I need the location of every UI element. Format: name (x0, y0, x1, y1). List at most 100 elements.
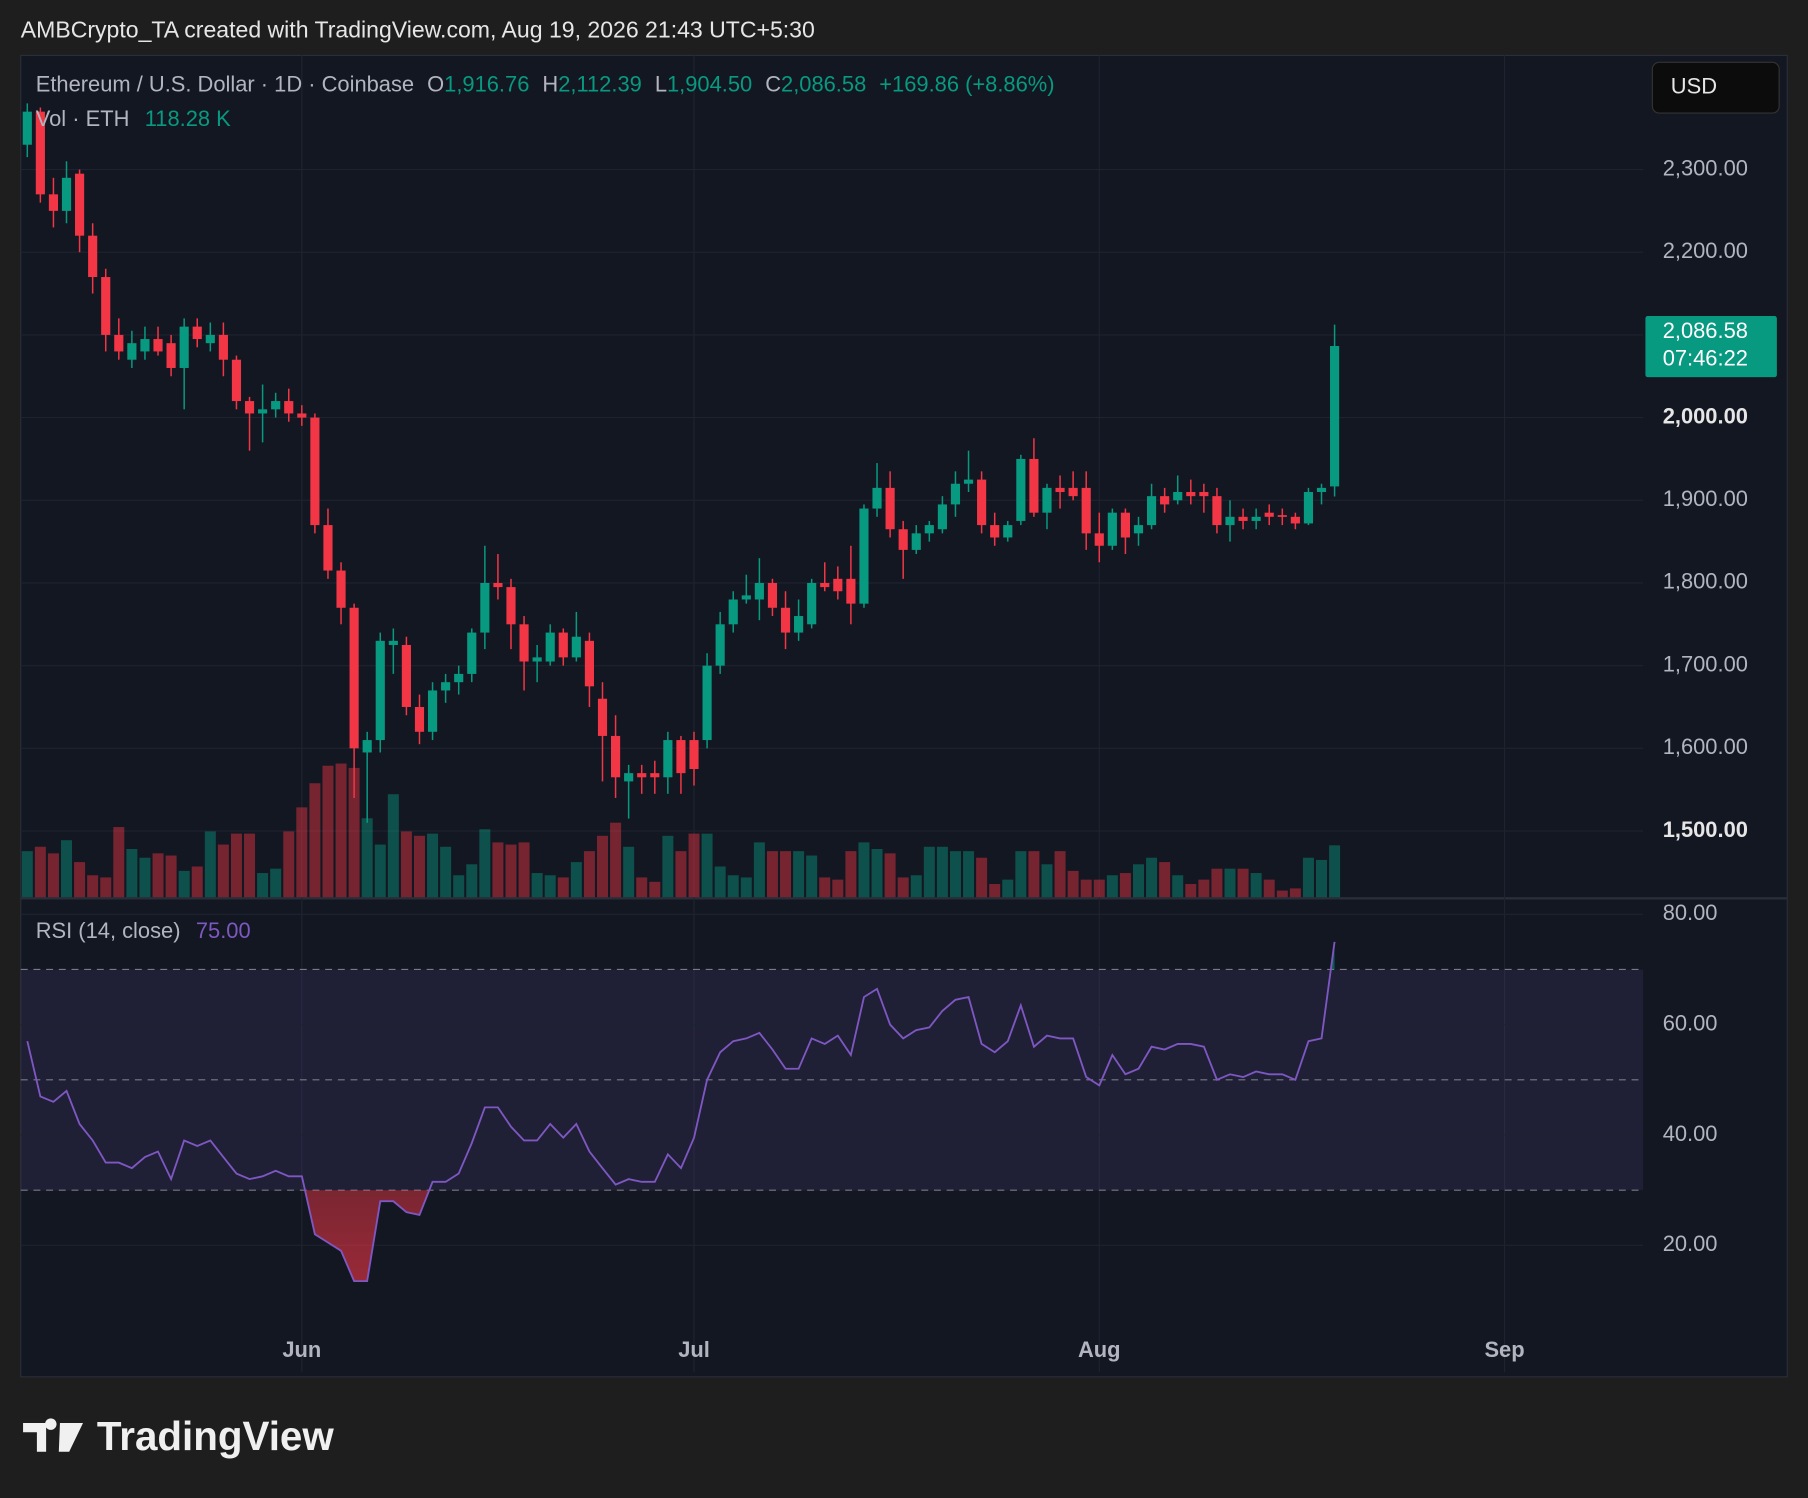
volume-bar (1002, 879, 1014, 898)
candle-body (584, 640, 595, 687)
volume-bar (623, 846, 635, 898)
candle-body (192, 326, 202, 340)
volume-bar (139, 857, 151, 898)
candle-body (807, 582, 817, 625)
candle-body (1264, 512, 1274, 517)
candle-body (950, 483, 961, 505)
volume-bar (884, 853, 896, 898)
x-tick-label: Jul (678, 1337, 710, 1362)
volume-bar (1028, 851, 1040, 898)
candle-body (1199, 492, 1209, 497)
ohlc-letter: H (542, 71, 558, 96)
candle-body (1042, 487, 1052, 513)
candle-body (676, 740, 686, 774)
ohlc-letter: O (427, 71, 444, 96)
candle-body (872, 487, 882, 509)
candle-body (467, 632, 477, 674)
volume-bar (1250, 873, 1262, 898)
candle-body (833, 578, 843, 592)
volume-bar (440, 846, 452, 898)
candle-body (924, 525, 934, 534)
rsi-line (26, 941, 1336, 1283)
volume-bar (126, 848, 138, 898)
candle-body (1016, 458, 1026, 521)
volume-bar (531, 873, 543, 898)
candle-body (75, 173, 85, 236)
candle-body (297, 413, 307, 418)
volume-bar (244, 833, 256, 898)
volume-bar (963, 851, 975, 898)
candle-body (1107, 512, 1117, 546)
x-tick-label: Aug (1078, 1337, 1121, 1362)
volume-bar (989, 884, 1001, 898)
candle-body (990, 525, 1000, 538)
volume-bar (636, 877, 648, 898)
candle-body (898, 529, 908, 550)
candle-body (911, 533, 921, 550)
candle-body (375, 640, 385, 741)
volume-bar (714, 866, 726, 898)
currency-button-bg[interactable] (1651, 61, 1780, 114)
currency-button[interactable]: USD (1651, 61, 1780, 114)
volume-bar (832, 879, 844, 898)
volume-bar (1146, 857, 1158, 898)
volume-bar (675, 851, 687, 898)
candle-body (1225, 516, 1235, 526)
candle-body (310, 417, 320, 526)
candle-body (388, 640, 398, 645)
volume-bar (387, 794, 399, 898)
volume-bar (1185, 884, 1197, 898)
candle-body (977, 479, 987, 526)
candle-body (1133, 525, 1144, 534)
candle-body (1160, 496, 1170, 505)
candle-body (166, 343, 176, 368)
candle-body (258, 409, 268, 414)
candle-body (48, 194, 59, 211)
candle-body (702, 665, 712, 741)
volume-bar (610, 822, 622, 898)
ohlc-value: 1,916.76 (444, 71, 529, 96)
candle-body (114, 334, 124, 352)
volume-bar (309, 783, 321, 898)
volume-bar (453, 875, 465, 898)
logo: TradingView (23, 1413, 334, 1459)
volume-bar (61, 840, 73, 898)
candle-body (414, 706, 425, 732)
volume-bar (1198, 879, 1210, 898)
volume-bar (100, 877, 112, 898)
y-tick-label: 2,000.00 (1663, 403, 1748, 428)
candle-body (741, 595, 751, 600)
x-tick-label: Sep (1484, 1337, 1524, 1362)
candle-body (963, 479, 974, 484)
ohlc-value: 2,086.58 (781, 71, 866, 96)
candle-body (454, 673, 464, 683)
y-tick-label: 1,800.00 (1663, 569, 1748, 594)
candle-body (637, 773, 647, 778)
y-tick-label: 1,900.00 (1663, 486, 1748, 511)
price-tag-value: 2,086.58 (1663, 318, 1748, 343)
volume-bar (1080, 879, 1092, 898)
volume-bar (505, 844, 517, 898)
volume-bar (740, 877, 752, 898)
y-tick-label: 2,300.00 (1663, 155, 1748, 180)
currency-label[interactable]: USD (1671, 74, 1717, 99)
candle-body (179, 326, 189, 368)
candle-body (519, 624, 529, 662)
volume-bar (976, 857, 988, 898)
candle-body (401, 644, 411, 707)
rsi-name: RSI (14, close) (36, 918, 181, 943)
candle-body (571, 636, 581, 658)
rsi-tick-label: 80.00 (1663, 900, 1718, 925)
candle-body (1094, 533, 1104, 546)
brand: TradingView (97, 1413, 335, 1459)
volume-bar (949, 851, 961, 898)
volume-bar (34, 846, 46, 898)
volume-bar (178, 870, 190, 898)
volume-bar (1054, 851, 1066, 898)
candle-body (1186, 492, 1196, 497)
candle-body (362, 740, 372, 753)
candle-body (349, 607, 359, 749)
candle-body (1212, 496, 1222, 526)
candle-body (597, 698, 608, 736)
volume-bar (1276, 890, 1288, 898)
